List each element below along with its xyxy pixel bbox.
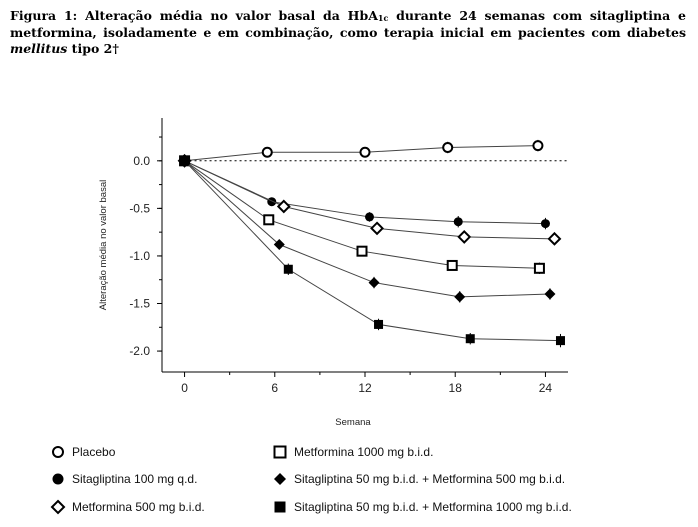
open-square-marker-icon — [273, 445, 287, 459]
legend-label: Sitagliptina 50 mg b.i.d. + Metformina 5… — [294, 472, 566, 486]
data-point — [180, 156, 190, 166]
data-point — [442, 141, 454, 153]
legend-item-metformina-500: Metformina 500 mg b.i.d. — [50, 498, 205, 516]
legend-item-sita50-met500: Sitagliptina 50 mg b.i.d. + Metformina 5… — [272, 470, 565, 488]
data-point — [267, 197, 277, 207]
series-2 — [177, 153, 562, 246]
y-tick-label: -1.0 — [129, 249, 150, 263]
series-line — [184, 160, 546, 225]
data-point — [453, 217, 463, 227]
axes: 0.0 -0.5 -1.0 -1.5 -2.0 0 6 12 18 24 — [129, 118, 568, 395]
legend-item-placebo: Placebo — [50, 443, 115, 461]
data-point — [446, 259, 458, 271]
x-tick-label: 18 — [449, 381, 463, 395]
x-axis-title: Semana — [335, 417, 371, 428]
x-tick-label: 0 — [181, 381, 188, 395]
series-3 — [179, 155, 545, 275]
y-tick-label: -2.0 — [129, 344, 150, 358]
data-point — [544, 288, 556, 300]
data-point — [365, 212, 375, 222]
legend-item-metformina-1000: Metformina 1000 mg b.i.d. — [272, 443, 433, 461]
data-point — [555, 336, 565, 346]
series-5 — [180, 156, 565, 348]
series-layer — [177, 139, 565, 348]
data-point — [368, 277, 380, 289]
data-point — [540, 219, 550, 229]
data-point — [374, 319, 384, 329]
data-point — [356, 245, 368, 257]
data-point — [263, 214, 275, 226]
legend-item-sita50-met1000: Sitagliptina 50 mg b.i.d. + Metformina 1… — [272, 498, 572, 516]
data-point — [547, 231, 562, 246]
data-point — [465, 334, 475, 344]
data-point — [370, 221, 384, 236]
data-point — [533, 262, 545, 274]
legend-label: Metformina 500 mg b.i.d. — [72, 500, 205, 514]
x-tick-label: 6 — [271, 381, 278, 395]
open-diamond-marker-icon — [50, 499, 66, 515]
line-chart: 0.0 -0.5 -1.0 -1.5 -2.0 0 6 12 18 24 Alteração mé… — [98, 118, 568, 428]
y-tick-label: 0.0 — [133, 154, 150, 168]
series-line — [184, 160, 550, 298]
data-point — [283, 264, 293, 274]
series-4 — [179, 155, 556, 303]
y-tick-label: -0.5 — [129, 201, 150, 215]
filled-diamond-marker-icon — [274, 473, 286, 485]
chart-legend: Placebo Sitagliptina 100 mg q.d. Metform… — [50, 443, 650, 523]
data-point — [359, 146, 371, 158]
data-point — [454, 291, 466, 303]
legend-label: Placebo — [72, 445, 116, 459]
x-tick-label: 12 — [358, 381, 372, 395]
filled-circle-marker-icon — [52, 473, 64, 485]
data-point — [532, 140, 544, 152]
data-point — [273, 239, 285, 251]
legend-item-sitagliptina-100: Sitagliptina 100 mg q.d. — [50, 470, 197, 488]
legend-label: Metformina 1000 mg b.i.d. — [294, 445, 434, 459]
data-point — [457, 229, 472, 244]
legend-label: Sitagliptina 50 mg b.i.d. + Metformina 1… — [294, 500, 572, 514]
series-0 — [179, 139, 544, 167]
x-tick-label: 24 — [539, 381, 553, 395]
y-axis-title: Alteração média no valor basal — [98, 180, 109, 310]
data-point — [276, 199, 291, 214]
open-circle-marker-icon — [52, 446, 64, 458]
figure-caption: Figura 1: Alteração média no valor basal… — [10, 8, 686, 56]
series-1 — [180, 156, 550, 230]
legend-label: Sitagliptina 100 mg q.d. — [72, 472, 198, 486]
filled-square-marker-icon — [274, 501, 286, 513]
data-point — [261, 146, 273, 158]
y-tick-label: -1.5 — [129, 297, 150, 311]
